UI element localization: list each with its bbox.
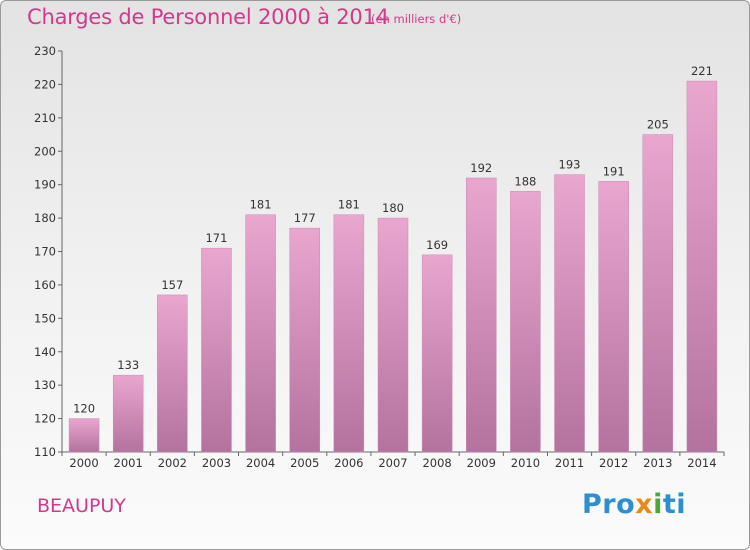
x-tick-label: 2007 xyxy=(378,456,407,470)
x-tick-label: 2006 xyxy=(334,456,363,470)
data-label: 188 xyxy=(514,174,536,188)
bar xyxy=(245,214,276,453)
y-tick-label: 110 xyxy=(34,445,56,459)
data-label: 157 xyxy=(161,278,183,292)
y-tick-label: 200 xyxy=(34,144,56,158)
unit-note: (en milliers d'€) xyxy=(371,12,462,26)
y-tick-label: 160 xyxy=(34,278,56,292)
bar xyxy=(598,181,629,453)
x-tick-label: 2013 xyxy=(643,456,672,470)
bar xyxy=(289,227,320,453)
y-tick-label: 120 xyxy=(34,412,56,426)
bar xyxy=(157,294,188,453)
bar xyxy=(377,217,409,453)
bar xyxy=(112,374,144,453)
x-tick-label: 2000 xyxy=(69,456,98,470)
data-label: 193 xyxy=(559,158,581,172)
proxiti-logo[interactable]: Proxiti xyxy=(582,489,686,520)
logo-part-4: ti xyxy=(662,489,687,520)
x-tick-label: 2008 xyxy=(422,456,451,470)
bar xyxy=(466,177,497,453)
y-tick-label: 180 xyxy=(34,211,56,225)
y-tick-label: 170 xyxy=(34,245,56,259)
data-label: 120 xyxy=(73,402,95,416)
bar xyxy=(421,254,453,453)
bar xyxy=(68,418,100,453)
bar xyxy=(333,214,365,453)
data-label: 180 xyxy=(382,201,404,215)
x-tick-label: 2003 xyxy=(202,456,231,470)
logo-part-3: i xyxy=(653,489,663,520)
y-tick-label: 210 xyxy=(34,111,56,125)
data-label: 181 xyxy=(338,198,360,212)
data-label: 221 xyxy=(691,64,713,78)
data-label: 177 xyxy=(294,211,316,225)
data-label: 169 xyxy=(426,238,448,252)
x-tick-label: 2010 xyxy=(511,456,540,470)
y-tick-label: 230 xyxy=(34,44,56,58)
x-tick-label: 2001 xyxy=(114,456,143,470)
x-tick-label: 2009 xyxy=(467,456,496,470)
x-tick-label: 2005 xyxy=(290,456,319,470)
data-label: 171 xyxy=(205,231,227,245)
bar xyxy=(642,134,674,453)
x-tick-label: 2004 xyxy=(246,456,275,470)
bar xyxy=(554,174,585,453)
y-tick-label: 220 xyxy=(34,77,56,91)
x-tick-label: 2002 xyxy=(158,456,187,470)
data-label: 191 xyxy=(603,164,625,178)
logo-part-1: Pro xyxy=(582,489,636,520)
data-label: 181 xyxy=(250,198,272,212)
bar xyxy=(510,191,541,453)
bar xyxy=(201,247,232,453)
place-name: BEAUPUY xyxy=(37,495,126,517)
y-tick-label: 140 xyxy=(34,345,56,359)
data-label: 133 xyxy=(117,358,139,372)
x-tick-label: 2014 xyxy=(687,456,716,470)
y-tick-label: 130 xyxy=(34,378,56,392)
chart-title: Charges de Personnel 2000 à 2014 xyxy=(27,5,389,29)
y-tick-label: 150 xyxy=(34,311,56,325)
data-label: 205 xyxy=(647,118,669,132)
data-label: 192 xyxy=(470,161,492,175)
x-tick-label: 2011 xyxy=(555,456,584,470)
y-tick-label: 190 xyxy=(34,178,56,192)
bar xyxy=(686,80,718,453)
logo-part-2: x xyxy=(635,489,654,520)
x-tick-label: 2012 xyxy=(599,456,628,470)
